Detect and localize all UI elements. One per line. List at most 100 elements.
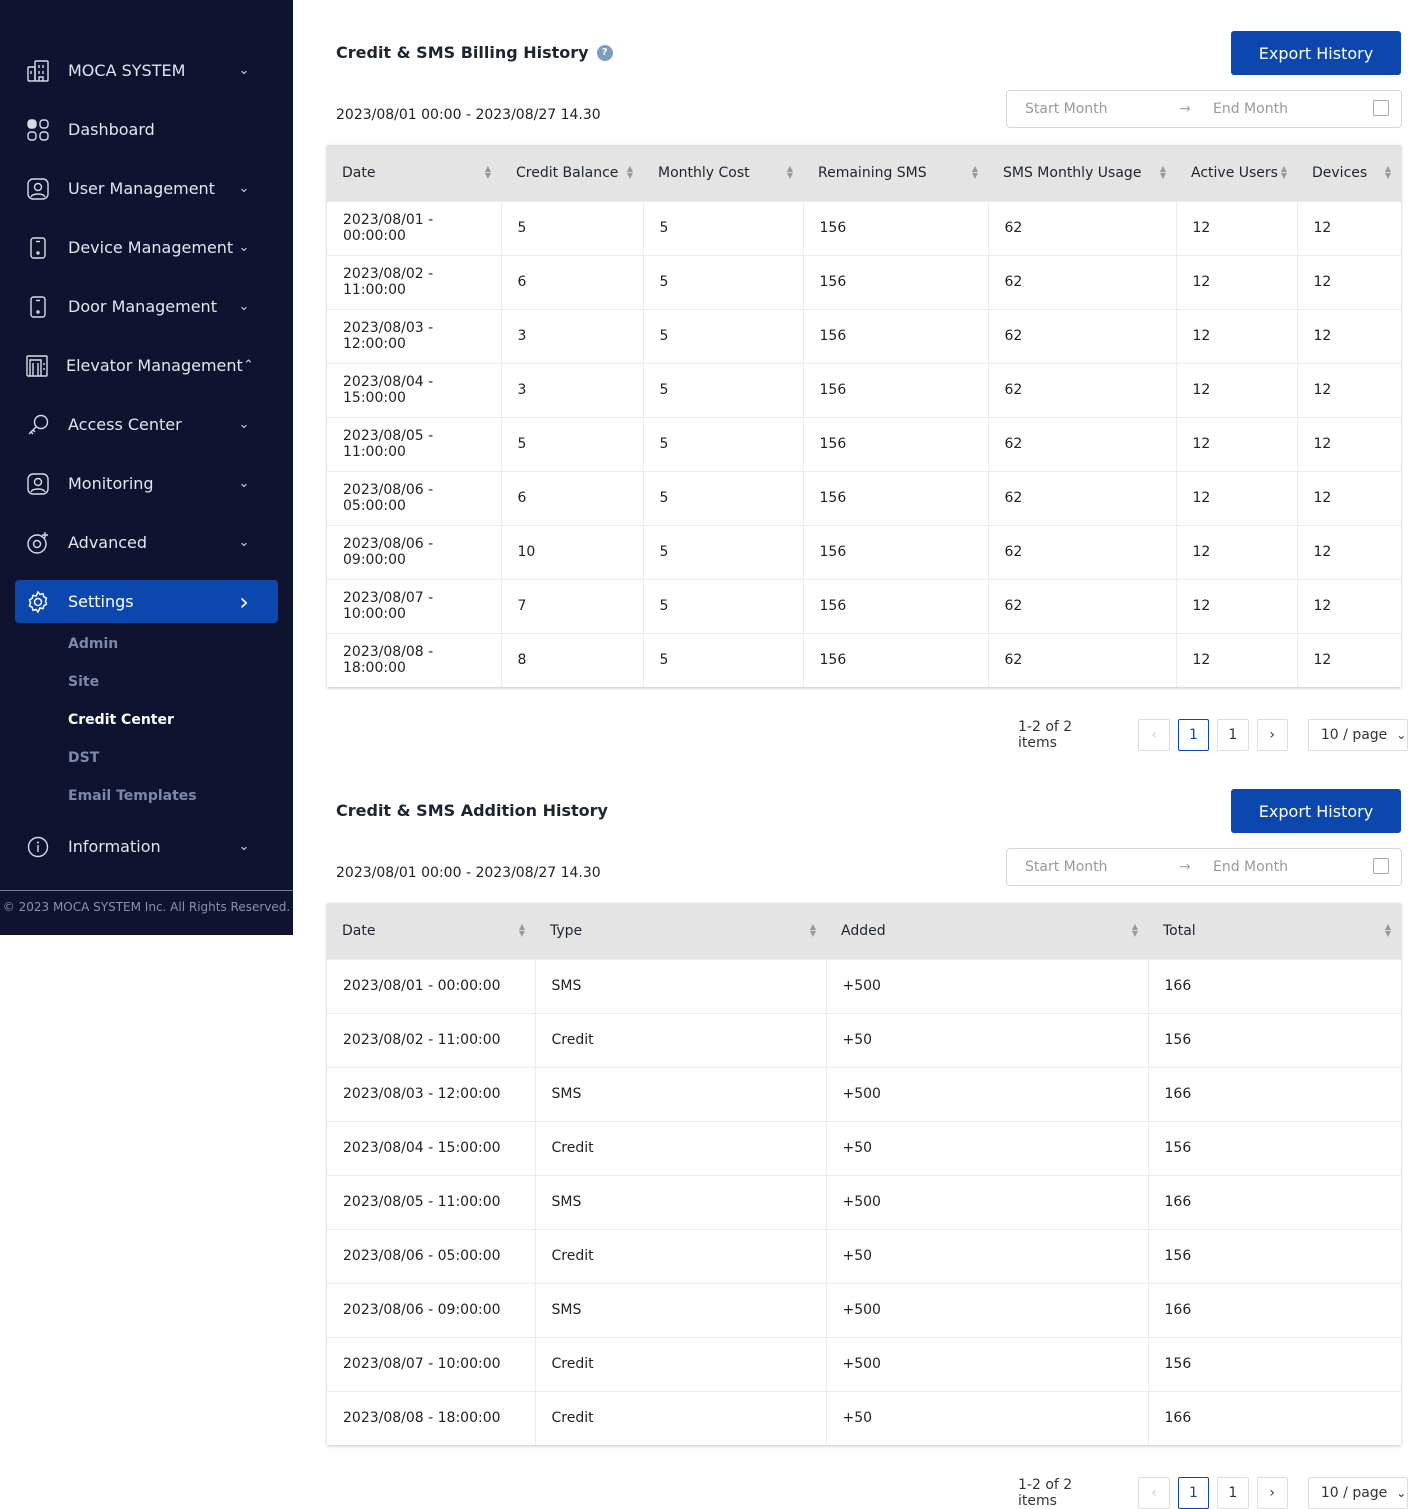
export-billing-button[interactable]: Export History xyxy=(1231,31,1401,75)
page-button-current[interactable]: 1 xyxy=(1177,719,1210,751)
addition-pagination: 1-2 of 2 items ‹ 1 1 › 10 / page ⌄ xyxy=(1018,1477,1408,1509)
column-header-label: Remaining SMS xyxy=(818,164,927,181)
sidebar-item-access-center[interactable]: Access Center ⌄ xyxy=(15,403,278,446)
column-header[interactable]: Date ▲ ▼ xyxy=(327,903,535,959)
start-month-input[interactable]: Start Month xyxy=(1025,859,1108,875)
table-cell: 156 xyxy=(803,578,989,633)
table-row[interactable]: 2023/08/06 - 09:00:00 10 5 156 62 12 12 xyxy=(327,524,1401,579)
page-button[interactable]: 1 xyxy=(1217,1477,1249,1509)
column-header[interactable]: Monthly Cost ▲ ▼ xyxy=(643,145,803,201)
sidebar-item-elevator-management[interactable]: Elevator Management ⌃ xyxy=(15,344,278,387)
table-cell: 2023/08/03 - 12:00:00 xyxy=(327,308,502,363)
table-cell: 2023/08/03 - 12:00:00 xyxy=(327,1066,536,1121)
table-row[interactable]: 2023/08/02 - 11:00:00 6 5 156 62 12 12 xyxy=(327,254,1401,309)
table-cell: 5 xyxy=(643,578,804,633)
table-row[interactable]: 2023/08/07 - 10:00:00 Credit +500 156 xyxy=(327,1336,1401,1391)
table-row[interactable]: 2023/08/07 - 10:00:00 7 5 156 62 12 12 xyxy=(327,578,1401,633)
prev-page-button[interactable]: ‹ xyxy=(1138,1477,1170,1509)
column-header[interactable]: Date ▲ ▼ xyxy=(327,145,501,201)
sort-icon[interactable]: ▲ ▼ xyxy=(484,164,491,180)
addition-month-picker[interactable]: Start Month → End Month xyxy=(1006,848,1402,886)
column-header-label: Added xyxy=(841,922,886,939)
table-cell: 156 xyxy=(803,524,989,579)
sidebar-item-information[interactable]: Information ⌄ xyxy=(15,825,278,868)
table-cell: 156 xyxy=(803,308,989,363)
table-row[interactable]: 2023/08/05 - 11:00:00 5 5 156 62 12 12 xyxy=(327,416,1401,471)
table-row[interactable]: 2023/08/04 - 15:00:00 Credit +50 156 xyxy=(327,1120,1401,1175)
export-addition-button[interactable]: Export History xyxy=(1231,789,1401,833)
sort-icon[interactable]: ▲ ▼ xyxy=(1384,164,1391,180)
sort-icon[interactable]: ▲ ▼ xyxy=(809,922,816,938)
table-row[interactable]: 2023/08/04 - 15:00:00 3 5 156 62 12 12 xyxy=(327,362,1401,417)
table-row[interactable]: 2023/08/03 - 12:00:00 SMS +500 166 xyxy=(327,1066,1401,1121)
start-month-input[interactable]: Start Month xyxy=(1025,101,1108,117)
sort-icon[interactable]: ▲ ▼ xyxy=(518,922,525,938)
table-row[interactable]: 2023/08/06 - 09:00:00 SMS +500 166 xyxy=(327,1282,1401,1337)
sidebar-item-label: Access Center xyxy=(68,415,182,434)
table-row[interactable]: 2023/08/08 - 18:00:00 8 5 156 62 12 12 xyxy=(327,632,1401,687)
table-row[interactable]: 2023/08/02 - 11:00:00 Credit +50 156 xyxy=(327,1012,1401,1067)
sidebar-item-moca-system[interactable]: MOCA SYSTEM ⌄ xyxy=(15,49,278,92)
sidebar-item-door-management[interactable]: Door Management ⌄ xyxy=(15,285,278,328)
sidebar-sub-site[interactable]: Site xyxy=(68,674,100,690)
column-header[interactable]: Active Users ▲ ▼ xyxy=(1176,145,1297,201)
next-page-button[interactable]: › xyxy=(1256,1477,1288,1509)
table-cell: 12 xyxy=(1176,470,1298,525)
table-cell: Credit xyxy=(535,1228,827,1283)
table-cell: 166 xyxy=(1148,1174,1401,1229)
table-row[interactable]: 2023/08/03 - 12:00:00 3 5 156 62 12 12 xyxy=(327,308,1401,363)
sidebar-sub-dst[interactable]: DST xyxy=(68,750,100,766)
sort-icon[interactable]: ▲ ▼ xyxy=(1280,164,1287,180)
sidebar-item-device-management[interactable]: Device Management ⌄ xyxy=(15,226,278,269)
page-size-select[interactable]: 10 / page ⌄ xyxy=(1307,719,1408,751)
billing-month-picker[interactable]: Start Month → End Month xyxy=(1006,90,1402,128)
end-month-input[interactable]: End Month xyxy=(1213,859,1288,875)
sidebar-sub-email-templates[interactable]: Email Templates xyxy=(68,788,197,804)
table-cell: 62 xyxy=(988,254,1177,309)
table-row[interactable]: 2023/08/01 - 00:00:00 SMS +500 166 xyxy=(327,958,1401,1013)
help-icon[interactable]: ? xyxy=(596,44,613,61)
table-row[interactable]: 2023/08/08 - 18:00:00 Credit +50 166 xyxy=(327,1390,1401,1445)
prev-page-button[interactable]: ‹ xyxy=(1138,719,1170,751)
sort-icon[interactable]: ▲ ▼ xyxy=(626,164,633,180)
sidebar-item-monitoring[interactable]: Monitoring ⌄ xyxy=(15,462,278,505)
table-header-row: Date ▲ ▼ Credit Balance ▲ ▼ Monthly Cost ▲ ▼ Rema… xyxy=(327,145,1401,201)
column-header[interactable]: Devices ▲ ▼ xyxy=(1297,145,1401,201)
column-header[interactable]: Remaining SMS ▲ ▼ xyxy=(803,145,988,201)
table-cell: 12 xyxy=(1297,470,1401,525)
table-row[interactable]: 2023/08/05 - 11:00:00 SMS +500 166 xyxy=(327,1174,1401,1229)
sidebar-item-user-management[interactable]: User Management ⌄ xyxy=(15,167,278,210)
table-row[interactable]: 2023/08/06 - 05:00:00 6 5 156 62 12 12 xyxy=(327,470,1401,525)
column-header[interactable]: Added ▲ ▼ xyxy=(826,903,1148,959)
calendar-icon[interactable] xyxy=(1373,858,1389,874)
page-size-value: 10 / page xyxy=(1320,727,1388,743)
column-header[interactable]: Type ▲ ▼ xyxy=(535,903,826,959)
column-header[interactable]: Credit Balance ▲ ▼ xyxy=(501,145,643,201)
column-header-label: Date xyxy=(342,922,376,939)
sort-icon[interactable]: ▲ ▼ xyxy=(1131,922,1138,938)
sort-icon[interactable]: ▲ ▼ xyxy=(1159,164,1166,180)
column-header[interactable]: Total ▲ ▼ xyxy=(1148,903,1401,959)
sidebar-item-dashboard[interactable]: Dashboard xyxy=(15,108,278,151)
sidebar-item-settings[interactable]: Settings › xyxy=(15,580,278,623)
table-cell: 12 xyxy=(1176,524,1298,579)
sidebar-sub-admin[interactable]: Admin xyxy=(68,636,119,652)
sort-icon[interactable]: ▲ ▼ xyxy=(1384,922,1391,938)
sort-icon[interactable]: ▲ ▼ xyxy=(786,164,793,180)
page-button[interactable]: 1 xyxy=(1217,719,1249,751)
table-row[interactable]: 2023/08/06 - 05:00:00 Credit +50 156 xyxy=(327,1228,1401,1283)
sidebar-sub-credit-center[interactable]: Credit Center xyxy=(68,712,174,728)
table-row[interactable]: 2023/08/01 - 00:00:00 5 5 156 62 12 12 xyxy=(327,200,1401,255)
column-header[interactable]: SMS Monthly Usage ▲ ▼ xyxy=(988,145,1176,201)
page-button-current[interactable]: 1 xyxy=(1177,1477,1210,1509)
device-icon xyxy=(25,235,51,261)
gear-icon xyxy=(25,589,51,615)
end-month-input[interactable]: End Month xyxy=(1213,101,1288,117)
sidebar-item-advanced[interactable]: Advanced ⌄ xyxy=(15,521,278,564)
table-cell: 12 xyxy=(1297,632,1401,687)
calendar-icon[interactable] xyxy=(1373,100,1389,116)
sort-icon[interactable]: ▲ ▼ xyxy=(971,164,978,180)
table-cell: 2023/08/05 - 11:00:00 xyxy=(327,1174,536,1229)
next-page-button[interactable]: › xyxy=(1256,719,1288,751)
page-size-select[interactable]: 10 / page ⌄ xyxy=(1307,1477,1408,1509)
